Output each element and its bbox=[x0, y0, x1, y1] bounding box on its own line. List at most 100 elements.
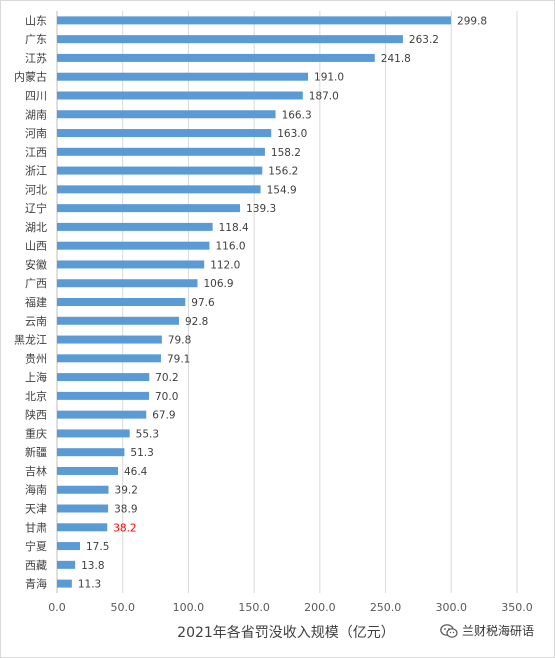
value-label: 166.3 bbox=[282, 109, 312, 121]
bar bbox=[57, 448, 125, 457]
bar bbox=[57, 72, 309, 81]
value-label: 39.2 bbox=[115, 485, 138, 497]
x-tick-label: 250.0 bbox=[370, 601, 402, 614]
value-label: 17.5 bbox=[86, 541, 109, 553]
value-label: 51.3 bbox=[130, 447, 153, 459]
value-label: 163.0 bbox=[277, 128, 307, 140]
x-tick-label: 100.0 bbox=[173, 601, 205, 614]
x-tick-label: 50.0 bbox=[110, 601, 135, 614]
category-label: 吉林 bbox=[25, 464, 47, 478]
value-label: 70.0 bbox=[155, 391, 178, 403]
category-label: 江西 bbox=[25, 146, 47, 159]
value-label: 67.9 bbox=[152, 410, 175, 422]
category-label: 山东 bbox=[25, 14, 47, 27]
value-label: 187.0 bbox=[309, 90, 339, 102]
value-label: 191.0 bbox=[314, 72, 344, 84]
wechat-icon bbox=[440, 623, 458, 638]
bar bbox=[57, 110, 276, 119]
bar bbox=[57, 222, 213, 231]
bar bbox=[57, 560, 76, 569]
category-label: 海南 bbox=[25, 483, 47, 497]
value-labels: 299.8 263.2 241.8 191.0 187.0 166.3 163.0 158.2… bbox=[78, 15, 487, 590]
category-label: 西藏 bbox=[25, 559, 47, 572]
bar bbox=[57, 241, 210, 250]
bar bbox=[57, 53, 375, 62]
value-label: 79.8 bbox=[168, 335, 191, 347]
value-label: 299.8 bbox=[457, 15, 487, 27]
category-label: 宁夏 bbox=[25, 539, 47, 553]
x-tick-labels: 0.0 50.0 100.0 150.0 200.0 250.0 300.0 350.0 bbox=[48, 601, 533, 614]
category-label: 新疆 bbox=[25, 445, 47, 459]
category-label: 天津 bbox=[25, 503, 47, 516]
bar bbox=[57, 279, 198, 288]
category-label: 陕西 bbox=[25, 408, 47, 422]
category-label: 内蒙古 bbox=[14, 70, 47, 84]
value-label: 156.2 bbox=[268, 166, 298, 178]
bar bbox=[57, 335, 162, 344]
bar bbox=[57, 542, 80, 551]
bar bbox=[57, 429, 130, 438]
value-label: 13.8 bbox=[81, 560, 104, 572]
bar bbox=[57, 204, 241, 213]
bar bbox=[57, 523, 108, 532]
bar bbox=[57, 147, 265, 156]
x-tick-label: 200.0 bbox=[304, 601, 336, 614]
x-tick-label: 0.0 bbox=[48, 601, 66, 614]
x-tick-label: 150.0 bbox=[238, 601, 270, 614]
value-label: 38.2 bbox=[113, 522, 136, 534]
category-label: 浙江 bbox=[25, 165, 47, 178]
bar bbox=[57, 91, 303, 100]
value-label: 79.1 bbox=[167, 353, 190, 365]
category-label: 广西 bbox=[25, 277, 47, 290]
category-label: 安徽 bbox=[25, 257, 47, 271]
bar bbox=[57, 298, 186, 306]
category-label: 山西 bbox=[25, 240, 47, 253]
category-label: 云南 bbox=[25, 315, 47, 328]
bar bbox=[57, 129, 272, 138]
watermark: 兰财税海研语 bbox=[440, 622, 534, 639]
bar bbox=[57, 185, 261, 194]
bar bbox=[57, 316, 179, 325]
x-tick-label: 350.0 bbox=[501, 601, 533, 614]
category-label: 河南 bbox=[25, 127, 47, 140]
category-label: 四川 bbox=[25, 89, 47, 102]
value-label: 139.3 bbox=[246, 203, 276, 215]
x-tick-label: 300.0 bbox=[436, 601, 468, 614]
category-labels: 山东广东江苏内蒙古四川湖南河南江西浙江河北辽宁湖北山西安徽广西福建云南黑龙江贵州… bbox=[14, 14, 47, 590]
value-label: 11.3 bbox=[78, 579, 101, 591]
bar bbox=[57, 485, 109, 494]
category-label: 北京 bbox=[25, 389, 47, 403]
bars bbox=[57, 16, 452, 588]
bar bbox=[57, 410, 147, 419]
category-label: 贵州 bbox=[25, 352, 47, 365]
category-label: 湖南 bbox=[25, 108, 47, 121]
value-label: 106.9 bbox=[203, 278, 233, 290]
value-label: 158.2 bbox=[271, 147, 301, 159]
category-label: 重庆 bbox=[25, 426, 47, 440]
value-label: 55.3 bbox=[136, 428, 159, 440]
bar bbox=[57, 354, 161, 363]
category-label: 福建 bbox=[25, 295, 47, 309]
value-label: 154.9 bbox=[267, 184, 297, 196]
value-label: 70.2 bbox=[155, 372, 178, 384]
bar bbox=[57, 466, 118, 475]
bar bbox=[57, 35, 403, 44]
category-label: 广东 bbox=[25, 33, 47, 46]
value-label: 97.6 bbox=[191, 297, 215, 309]
category-label: 青海 bbox=[25, 577, 47, 591]
value-label: 241.8 bbox=[381, 53, 411, 65]
value-label: 118.4 bbox=[219, 222, 249, 234]
category-label: 湖北 bbox=[25, 221, 47, 234]
value-label: 38.9 bbox=[114, 504, 137, 516]
x-axis-title: 2021年各省罚没收入规模（亿元） bbox=[177, 625, 395, 641]
category-label: 黑龙江 bbox=[14, 334, 47, 347]
category-label: 江苏 bbox=[25, 52, 47, 65]
value-label: 116.0 bbox=[215, 241, 245, 253]
bar bbox=[57, 391, 149, 400]
category-label: 甘肃 bbox=[25, 521, 47, 534]
bar bbox=[57, 373, 150, 382]
bar bbox=[57, 16, 452, 25]
